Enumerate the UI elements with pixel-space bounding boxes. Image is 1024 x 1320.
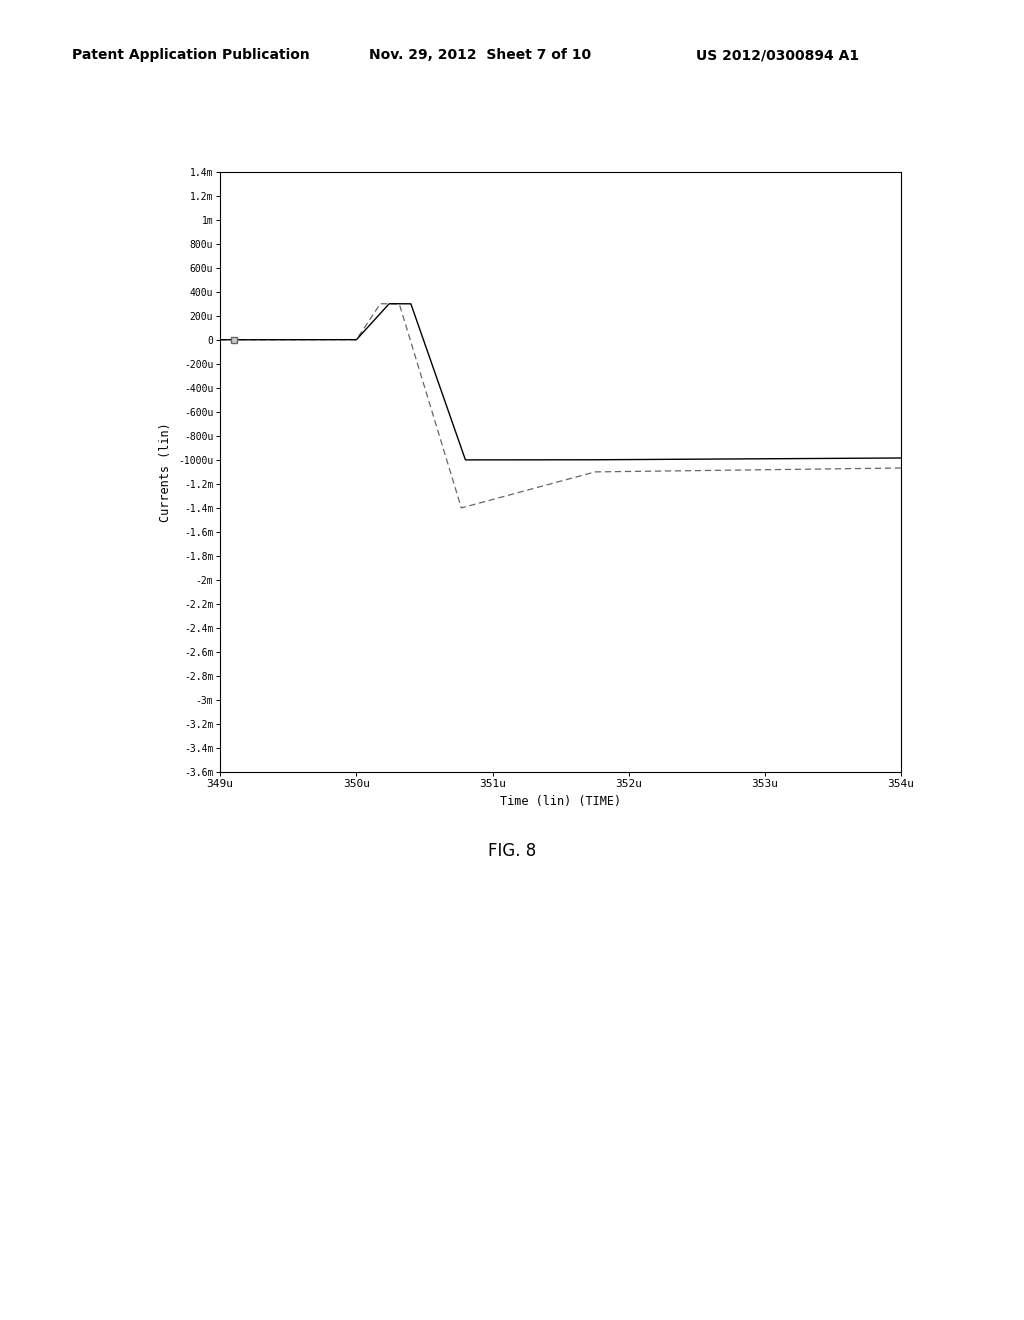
Text: Patent Application Publication: Patent Application Publication bbox=[72, 49, 309, 62]
Text: FIG. 8: FIG. 8 bbox=[487, 842, 537, 861]
Text: US 2012/0300894 A1: US 2012/0300894 A1 bbox=[696, 49, 859, 62]
X-axis label: Time (lin) (TIME): Time (lin) (TIME) bbox=[500, 795, 622, 808]
Text: Nov. 29, 2012  Sheet 7 of 10: Nov. 29, 2012 Sheet 7 of 10 bbox=[369, 49, 591, 62]
Y-axis label: Currents (lin): Currents (lin) bbox=[160, 422, 172, 521]
